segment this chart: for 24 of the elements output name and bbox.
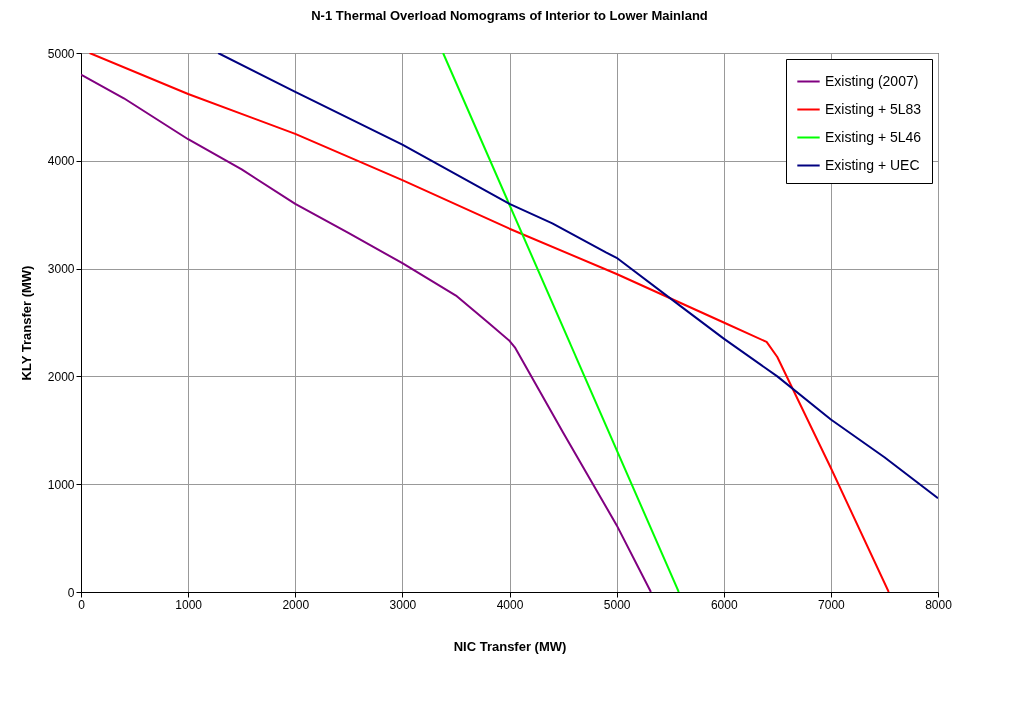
x-tick-label: 2000 <box>282 597 310 612</box>
x-tick-label: 3000 <box>389 597 417 612</box>
x-tick-label: 1000 <box>175 597 203 612</box>
y-tick-label: 4000 <box>47 154 75 169</box>
x-tick-label: 5000 <box>603 597 631 612</box>
x-tick-label: 4000 <box>496 597 524 612</box>
legend-label: Existing + UEC <box>825 156 920 173</box>
x-tick-label: 6000 <box>710 597 738 612</box>
y-tick-label: 0 <box>67 585 75 600</box>
y-tick-label: 5000 <box>47 46 75 61</box>
legend-label: Existing + 5L83 <box>825 100 922 117</box>
x-tick-label: 0 <box>78 597 86 612</box>
legend-label: Existing (2007) <box>825 72 919 89</box>
y-axis-title: KLY Transfer (MW) <box>18 265 34 381</box>
y-tick-label: 2000 <box>47 369 75 384</box>
y-tick-label: 3000 <box>47 262 75 277</box>
legend-label: Existing + 5L46 <box>825 128 922 145</box>
line-series <box>217 53 938 500</box>
x-tick-label: 7000 <box>818 597 846 612</box>
y-tick-label: 1000 <box>47 477 75 492</box>
x-tick-label: 8000 <box>925 597 953 612</box>
line-series <box>81 73 652 592</box>
x-axis-title: NIC Transfer (MW) <box>453 638 567 654</box>
chart-title: N-1 Thermal Overload Nomograms of Interior to Lower Mainland <box>311 8 708 23</box>
